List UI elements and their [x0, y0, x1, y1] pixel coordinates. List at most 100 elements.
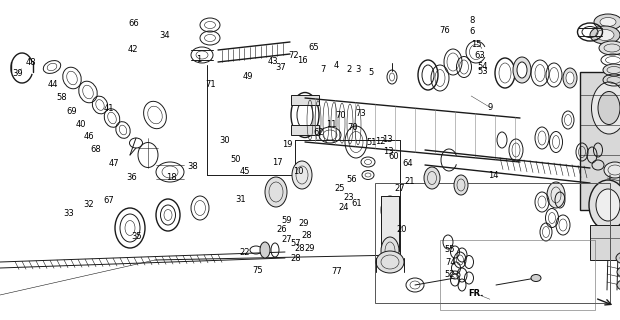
Bar [375, 183, 610, 303]
Text: 51: 51 [367, 138, 377, 147]
Bar [440, 240, 595, 310]
Text: 71: 71 [205, 80, 216, 89]
Text: 64: 64 [402, 159, 413, 168]
Text: 73: 73 [355, 109, 366, 118]
Ellipse shape [260, 242, 270, 258]
Text: 3: 3 [356, 65, 361, 74]
Text: 15: 15 [472, 40, 482, 49]
Text: 62: 62 [313, 128, 324, 137]
Text: 37: 37 [275, 63, 286, 72]
Text: 39: 39 [12, 69, 23, 78]
Text: 48: 48 [25, 58, 37, 67]
Text: 76: 76 [440, 26, 451, 35]
Text: 27: 27 [394, 184, 405, 193]
Text: 49: 49 [243, 72, 253, 81]
Text: 24: 24 [339, 203, 348, 212]
Ellipse shape [517, 62, 527, 78]
Ellipse shape [596, 29, 614, 41]
Ellipse shape [600, 18, 616, 27]
Text: 27: 27 [281, 235, 292, 244]
Text: 38: 38 [187, 162, 198, 171]
Text: 10: 10 [294, 167, 304, 176]
Text: 59: 59 [281, 216, 291, 225]
Text: 60: 60 [388, 152, 399, 161]
Bar [580, 72, 620, 210]
Text: 23: 23 [343, 193, 355, 202]
Text: 56: 56 [347, 175, 358, 184]
Text: 54: 54 [477, 62, 487, 71]
Text: 74: 74 [445, 258, 456, 267]
Text: 34: 34 [159, 31, 170, 40]
Text: 25: 25 [335, 184, 345, 193]
Ellipse shape [381, 196, 399, 224]
Ellipse shape [424, 167, 440, 189]
Bar [381, 196, 399, 251]
Text: 53: 53 [477, 68, 488, 76]
Ellipse shape [594, 14, 620, 30]
Text: 29: 29 [304, 244, 314, 253]
Ellipse shape [603, 64, 620, 76]
Text: 58: 58 [56, 93, 68, 102]
Text: 40: 40 [76, 120, 86, 129]
Ellipse shape [617, 267, 620, 277]
Text: 6: 6 [470, 27, 475, 36]
Text: 70: 70 [347, 123, 358, 132]
Text: 12: 12 [376, 137, 386, 146]
Text: 29: 29 [299, 219, 309, 228]
Text: 28: 28 [290, 254, 301, 263]
Bar [291, 95, 319, 105]
Text: 26: 26 [277, 225, 288, 234]
Text: 28: 28 [294, 244, 305, 253]
Text: 77: 77 [331, 267, 342, 276]
Ellipse shape [381, 237, 399, 265]
Bar [291, 125, 319, 135]
Text: 43: 43 [267, 57, 278, 66]
Text: 19: 19 [282, 140, 292, 149]
Text: 50: 50 [231, 156, 241, 164]
Ellipse shape [616, 252, 620, 264]
Text: 45: 45 [240, 167, 250, 176]
Ellipse shape [596, 189, 620, 221]
Ellipse shape [589, 180, 620, 230]
Ellipse shape [590, 26, 620, 44]
Text: 65: 65 [308, 43, 319, 52]
Ellipse shape [376, 251, 404, 273]
Text: 11: 11 [327, 120, 337, 129]
Bar [590, 225, 620, 260]
Text: 63: 63 [474, 52, 485, 60]
Ellipse shape [563, 68, 577, 88]
Ellipse shape [292, 161, 312, 189]
Text: 14: 14 [488, 171, 498, 180]
Text: 20: 20 [397, 225, 407, 234]
Text: 17: 17 [272, 158, 283, 167]
Ellipse shape [599, 41, 620, 55]
Text: 68: 68 [91, 145, 102, 154]
Text: 66: 66 [128, 19, 139, 28]
Text: 21: 21 [404, 177, 414, 186]
Text: 47: 47 [108, 159, 119, 168]
Text: 13: 13 [383, 148, 394, 156]
Text: 61: 61 [351, 199, 362, 208]
Ellipse shape [547, 182, 565, 208]
Text: 67: 67 [103, 196, 114, 205]
Text: 32: 32 [83, 200, 94, 209]
Ellipse shape [513, 57, 531, 83]
Text: 72: 72 [288, 52, 299, 60]
Text: 41: 41 [104, 104, 113, 113]
Text: 9: 9 [487, 103, 492, 112]
Ellipse shape [265, 177, 287, 207]
Ellipse shape [454, 175, 468, 195]
Text: 75: 75 [252, 266, 263, 275]
Ellipse shape [604, 162, 620, 178]
Ellipse shape [591, 82, 620, 134]
Text: 18: 18 [166, 173, 177, 182]
Text: 7: 7 [321, 65, 326, 74]
Text: 22: 22 [240, 248, 250, 257]
Text: 44: 44 [48, 80, 58, 89]
Text: 57: 57 [290, 239, 301, 248]
Ellipse shape [598, 92, 620, 124]
Text: 30: 30 [219, 136, 230, 145]
Text: 1: 1 [196, 55, 201, 64]
Text: 5: 5 [368, 68, 373, 77]
Text: 69: 69 [66, 108, 77, 116]
